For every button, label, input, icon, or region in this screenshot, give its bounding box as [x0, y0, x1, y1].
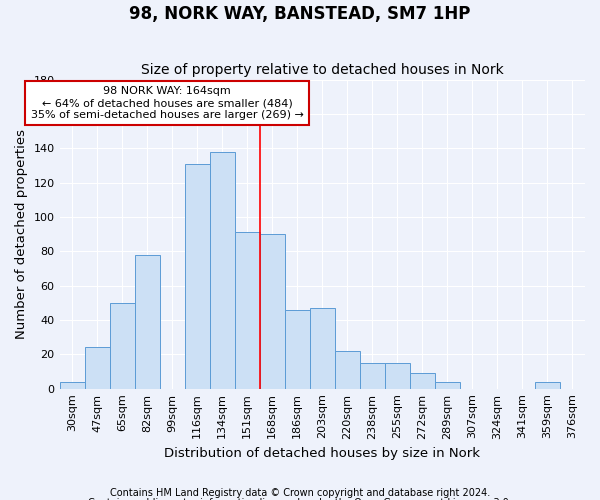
Bar	[134, 254, 160, 388]
Bar	[285, 310, 310, 388]
Bar	[110, 303, 134, 388]
Bar	[59, 382, 85, 388]
Bar	[335, 351, 360, 389]
X-axis label: Distribution of detached houses by size in Nork: Distribution of detached houses by size …	[164, 447, 480, 460]
Bar	[185, 164, 209, 388]
Bar	[535, 382, 560, 388]
Text: 98 NORK WAY: 164sqm
← 64% of detached houses are smaller (484)
35% of semi-detac: 98 NORK WAY: 164sqm ← 64% of detached ho…	[31, 86, 304, 120]
Text: Contains HM Land Registry data © Crown copyright and database right 2024.: Contains HM Land Registry data © Crown c…	[110, 488, 490, 498]
Bar	[85, 348, 110, 389]
Bar	[235, 232, 260, 388]
Bar	[209, 152, 235, 388]
Y-axis label: Number of detached properties: Number of detached properties	[15, 129, 28, 339]
Bar	[435, 382, 460, 388]
Bar	[360, 363, 385, 388]
Text: 98, NORK WAY, BANSTEAD, SM7 1HP: 98, NORK WAY, BANSTEAD, SM7 1HP	[130, 5, 470, 23]
Bar	[260, 234, 285, 388]
Bar	[310, 308, 335, 388]
Text: Contains public sector information licensed under the Open Government Licence v3: Contains public sector information licen…	[88, 498, 512, 500]
Title: Size of property relative to detached houses in Nork: Size of property relative to detached ho…	[141, 63, 503, 77]
Bar	[385, 363, 410, 388]
Bar	[410, 373, 435, 388]
